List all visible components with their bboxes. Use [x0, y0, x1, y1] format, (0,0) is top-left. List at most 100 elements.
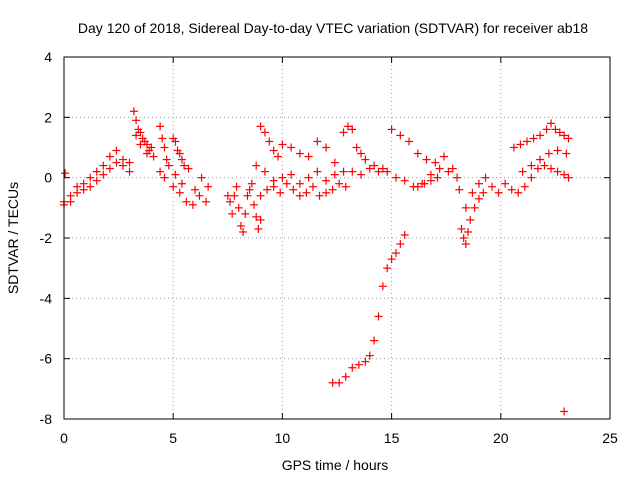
- data-point: [413, 149, 422, 158]
- data-point: [239, 227, 248, 236]
- data-point: [92, 176, 101, 185]
- data-point: [66, 197, 75, 206]
- data-point: [551, 125, 560, 134]
- y-tick-label: 4: [44, 49, 52, 65]
- data-point: [243, 191, 252, 200]
- data-point: [468, 188, 477, 197]
- data-point: [466, 215, 475, 224]
- data-point: [365, 164, 374, 173]
- data-point: [118, 161, 127, 170]
- data-point: [507, 185, 516, 194]
- data-point: [533, 164, 542, 173]
- data-point: [129, 107, 138, 116]
- data-point: [278, 140, 287, 149]
- series-peak-3h: [129, 107, 156, 155]
- y-tick-label: -6: [40, 351, 53, 367]
- chart-title: Day 120 of 2018, Sidereal Day-to-day VTE…: [78, 20, 588, 36]
- series-start-point: [61, 169, 70, 178]
- data-point: [405, 137, 414, 146]
- series-late-upper: [509, 119, 573, 176]
- data-point: [516, 140, 525, 149]
- data-point: [191, 185, 200, 194]
- data-point: [435, 164, 444, 173]
- data-point: [562, 149, 571, 158]
- data-point: [287, 143, 296, 152]
- data-point: [391, 249, 400, 258]
- data-point: [158, 134, 167, 143]
- data-point: [295, 179, 304, 188]
- data-point: [352, 143, 361, 152]
- data-point: [457, 224, 466, 233]
- data-point: [256, 191, 265, 200]
- data-point: [520, 182, 529, 191]
- data-point: [370, 161, 379, 170]
- data-point: [400, 230, 409, 239]
- data-point: [348, 125, 357, 134]
- data-point: [560, 407, 569, 416]
- data-point: [236, 221, 245, 230]
- data-point: [431, 158, 440, 167]
- data-point: [204, 182, 213, 191]
- data-point: [523, 137, 532, 146]
- data-point: [171, 170, 180, 179]
- data-point: [536, 131, 545, 140]
- data-point: [564, 134, 573, 143]
- data-point: [250, 200, 259, 209]
- data-point: [370, 336, 379, 345]
- data-point: [136, 128, 145, 137]
- data-point: [184, 164, 193, 173]
- data-point: [547, 164, 556, 173]
- data-point: [177, 155, 186, 164]
- data-point: [132, 131, 141, 140]
- data-point: [160, 143, 169, 152]
- data-point: [295, 191, 304, 200]
- data-point: [175, 149, 184, 158]
- series-mid-upper: [256, 122, 449, 173]
- data-point: [444, 167, 453, 176]
- data-point: [527, 173, 536, 182]
- data-point: [413, 182, 422, 191]
- data-point: [343, 122, 352, 131]
- x-tick-labels: 0 5 10 15 20 25: [60, 430, 618, 446]
- data-point: [182, 197, 191, 206]
- data-point: [383, 167, 392, 176]
- data-point: [282, 179, 291, 188]
- data-point: [341, 372, 350, 381]
- data-point: [99, 170, 108, 179]
- data-point: [260, 167, 269, 176]
- x-tick-label: 15: [384, 430, 400, 446]
- data-point: [383, 264, 392, 273]
- data-point: [79, 185, 88, 194]
- data-point: [396, 131, 405, 140]
- data-point: [555, 128, 564, 137]
- data-point: [177, 179, 186, 188]
- data-point: [252, 161, 261, 170]
- x-tick-label: 20: [493, 430, 509, 446]
- data-point: [171, 137, 180, 146]
- y-tick-label: -2: [40, 230, 53, 246]
- data-point: [387, 255, 396, 264]
- data-point: [322, 188, 331, 197]
- data-point: [348, 167, 357, 176]
- data-point: [455, 185, 464, 194]
- data-point: [112, 146, 121, 155]
- y-tick-label: 2: [44, 109, 52, 125]
- data-point: [560, 170, 569, 179]
- series-late-dip: [457, 188, 488, 249]
- series-late-band: [448, 161, 573, 212]
- data-point: [348, 363, 357, 372]
- data-point: [252, 212, 261, 221]
- data-points: [60, 107, 573, 416]
- data-point: [470, 203, 479, 212]
- data-point: [433, 173, 442, 182]
- data-point: [387, 125, 396, 134]
- data-point: [304, 173, 313, 182]
- y-tick-label: 0: [44, 170, 52, 186]
- data-point: [488, 182, 497, 191]
- data-point: [247, 179, 256, 188]
- data-point: [125, 167, 134, 176]
- data-point: [461, 240, 470, 249]
- data-point: [474, 194, 483, 203]
- data-point: [494, 188, 503, 197]
